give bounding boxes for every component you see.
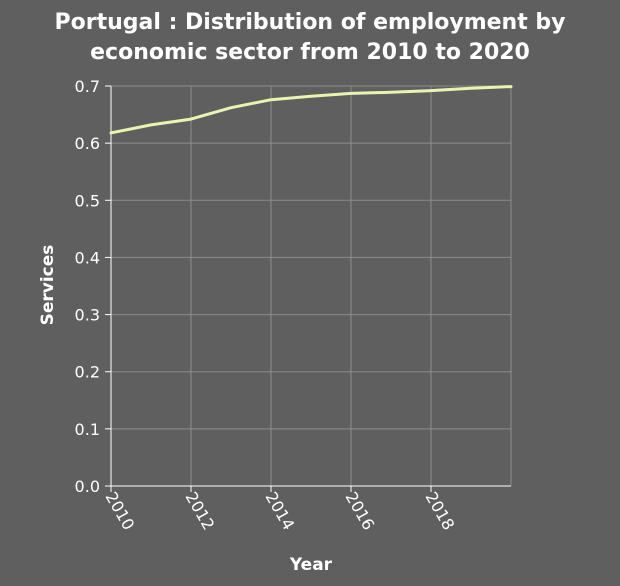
chart-title-line-2: economic sector from 2010 to 2020 — [90, 40, 530, 65]
x-tick-label: 2018 — [422, 489, 459, 534]
y-tick-label: 0.0 — [75, 477, 100, 496]
y-tick-label: 0.1 — [75, 420, 100, 439]
grid-lines — [110, 85, 512, 487]
y-tick-label: 0.6 — [75, 134, 100, 153]
y-tick-label: 0.3 — [75, 306, 100, 325]
y-tick-label: 0.7 — [75, 77, 100, 96]
x-tick-label: 2014 — [262, 489, 299, 534]
chart-title-line-1: Portugal : Distribution of employment by — [55, 10, 566, 35]
y-tick-label: 0.4 — [75, 248, 100, 267]
y-tick-label: 0.2 — [75, 363, 100, 382]
tick-labels: 0.0 0.1 0.2 0.3 0.4 0.5 0.6 0.7 2010 2012 2014 2016… — [75, 77, 459, 533]
x-tick-label: 2010 — [102, 489, 139, 534]
x-tick-label: 2012 — [182, 489, 219, 534]
services-series-line — [109, 85, 513, 135]
y-axis-label: Services — [38, 245, 58, 326]
x-axis-label: Year — [289, 555, 333, 575]
y-tick-label: 0.5 — [75, 191, 100, 210]
x-tick-label: 2016 — [342, 489, 379, 534]
series-layer — [109, 85, 513, 135]
axes — [105, 85, 511, 492]
